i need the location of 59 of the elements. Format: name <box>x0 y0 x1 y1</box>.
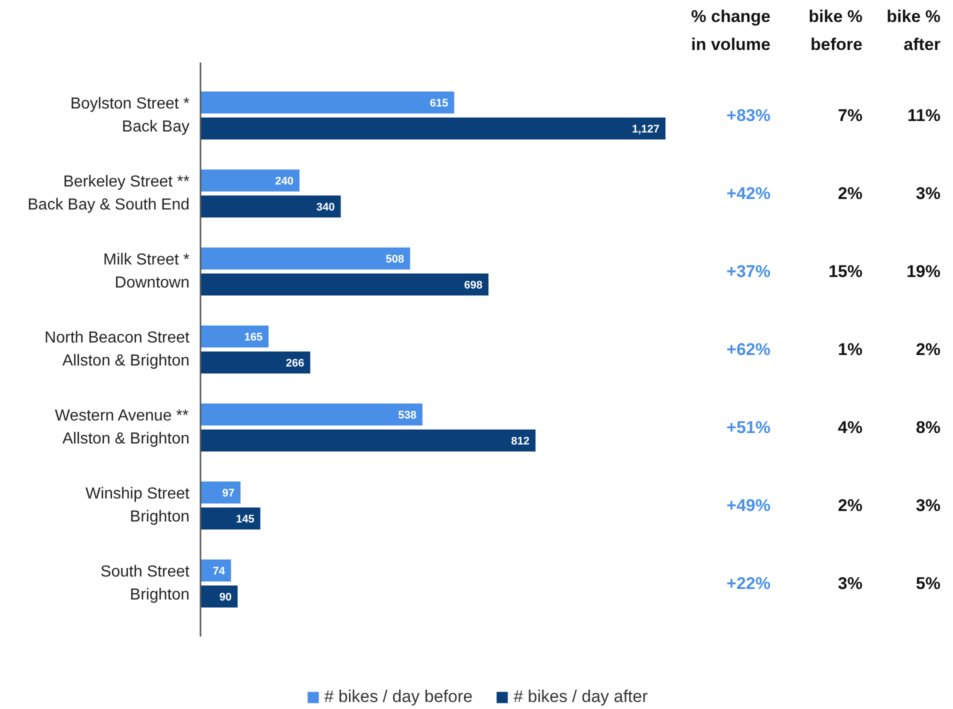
data-label: 165 <box>244 332 263 344</box>
text: 3% <box>916 496 941 515</box>
text: +22% <box>726 574 770 593</box>
data-label: 90 <box>219 592 232 604</box>
data-label: 340 <box>316 202 335 214</box>
text: +83% <box>726 106 770 125</box>
bar <box>200 482 241 504</box>
text: +42% <box>726 184 770 203</box>
text: 2% <box>838 496 863 515</box>
text: +51% <box>726 418 770 437</box>
data-label: 508 <box>386 254 404 266</box>
bar <box>200 118 666 140</box>
data-label: 240 <box>275 176 294 188</box>
text: 5% <box>916 574 941 593</box>
data-label: 266 <box>286 358 304 370</box>
bar <box>200 196 341 218</box>
y-tick-label: North Beacon Street Allston & Brighton <box>44 330 190 370</box>
y-tick-label: Boylston Street * Back Bay <box>70 96 190 136</box>
text: +62% <box>726 340 770 359</box>
y-tick-label: Winship Street Brighton <box>85 486 190 526</box>
legend-label: # bikes / day before <box>324 687 473 707</box>
text: 2% <box>838 184 863 203</box>
y-tick-label: South Street Brighton <box>100 564 190 604</box>
data-label: 812 <box>511 436 530 448</box>
text: bike % before <box>808 7 863 54</box>
text: 7% <box>838 106 863 125</box>
data-label: 74 <box>212 566 226 578</box>
bar <box>200 170 300 192</box>
y-tick-label: Western Avenue ** Allston & Brighton <box>54 408 190 448</box>
legend-label: # bikes / day after <box>514 687 648 707</box>
bar <box>200 404 422 426</box>
text: 4% <box>838 418 863 437</box>
bar <box>200 352 310 374</box>
data-label: 615 <box>430 98 448 110</box>
y-tick-label: Milk Street * Downtown <box>103 252 190 292</box>
text: 2% <box>916 340 941 359</box>
bar <box>200 508 260 530</box>
y-tick-label: Berkeley Street ** Back Bay & South End <box>28 174 190 214</box>
bar <box>200 92 454 114</box>
data-label: 698 <box>464 280 482 292</box>
data-label: 1,127 <box>632 124 660 136</box>
text: % change in volume <box>691 7 771 54</box>
bar <box>200 274 488 296</box>
text: +49% <box>726 496 770 515</box>
text: 1% <box>838 340 863 359</box>
data-label: 538 <box>398 410 416 422</box>
text: 3% <box>838 574 863 593</box>
text: 11% <box>907 106 941 125</box>
data-label: 97 <box>222 488 235 500</box>
text: bike % after <box>886 7 941 54</box>
text: 8% <box>916 418 941 437</box>
text: +37% <box>726 262 770 281</box>
text: 19% <box>906 262 941 281</box>
data-label: 145 <box>236 514 254 526</box>
bar <box>200 248 410 270</box>
text: 15% <box>828 262 863 281</box>
bar <box>200 326 269 348</box>
bar <box>200 430 536 452</box>
text: 3% <box>916 184 941 203</box>
